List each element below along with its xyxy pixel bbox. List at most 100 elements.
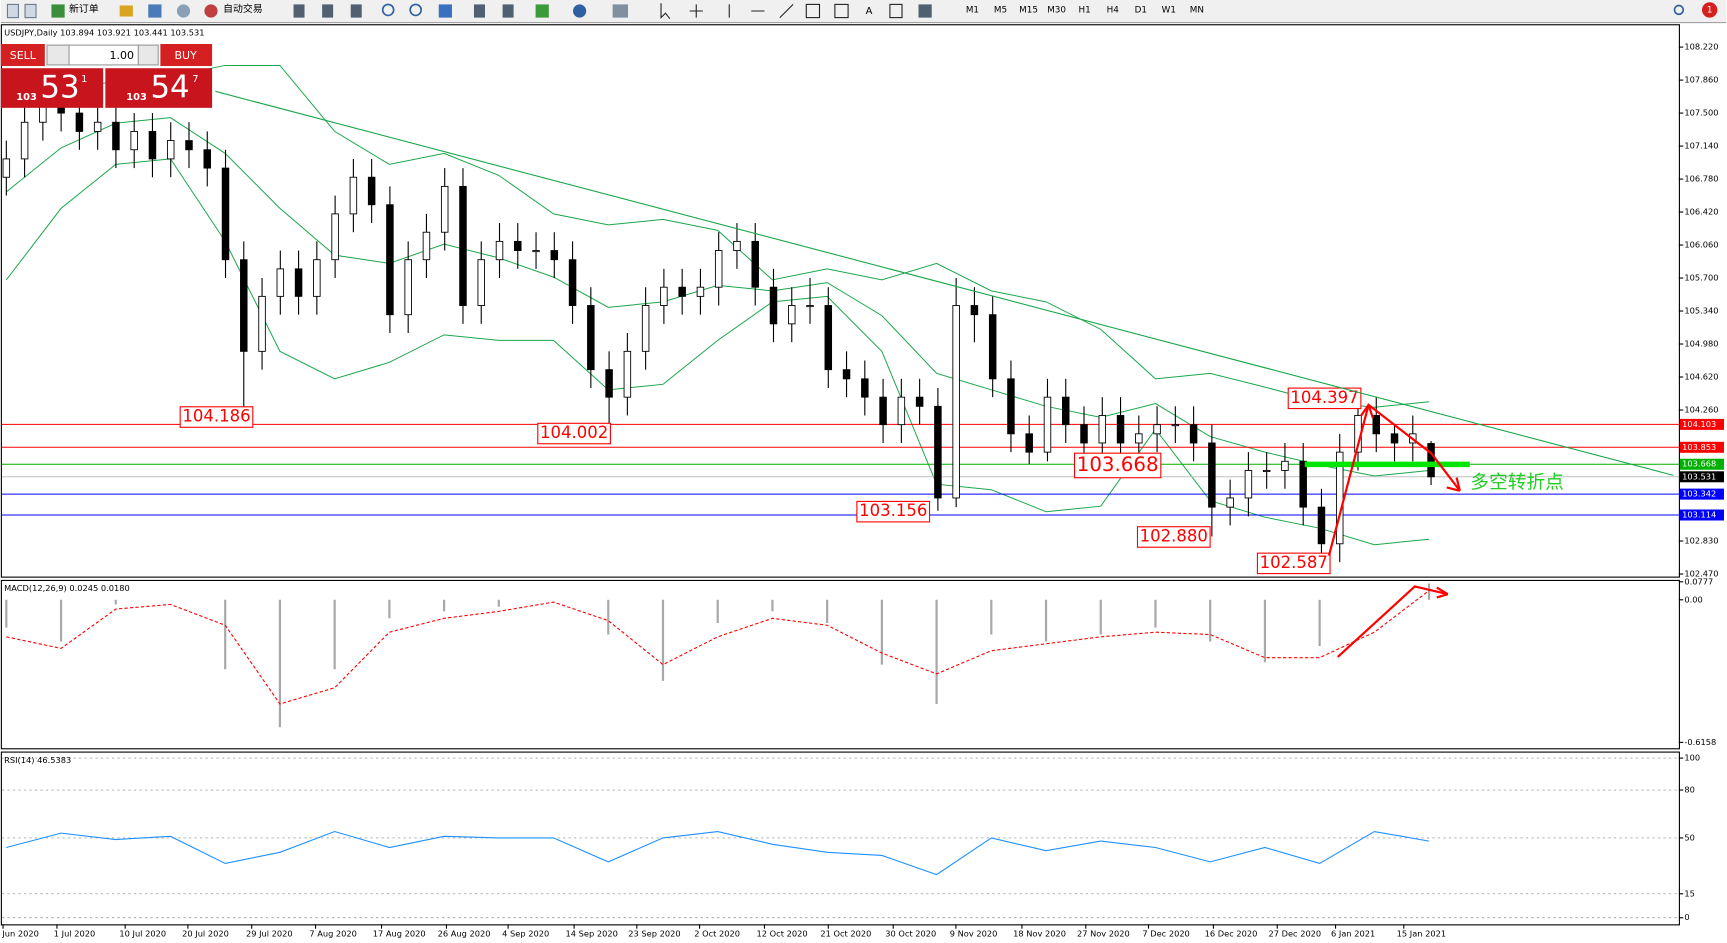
price-tag (1679, 458, 1724, 470)
icon[interactable] (728, 4, 794, 18)
x-tick-label: Jun 2020 (1, 929, 39, 939)
y-tick-label: 100 (1684, 753, 1700, 763)
icon[interactable] (176, 4, 191, 18)
timeframe-button[interactable]: H1 (1079, 5, 1091, 15)
icon[interactable] (573, 4, 587, 18)
candle-body (568, 259, 577, 306)
timeframe-button[interactable]: M30 (1047, 5, 1066, 15)
candle-body (367, 176, 376, 206)
pane-title: MACD(12,26,9) 0.0245 0.0180 (4, 583, 130, 593)
icon[interactable] (409, 3, 422, 17)
y-tick-label: 107.860 (1684, 75, 1718, 85)
annotation: 102.587 (1260, 553, 1328, 572)
icon[interactable]: A (866, 6, 873, 17)
sell-label[interactable]: SELL (10, 49, 37, 62)
x-tick-label: 9 Nov 2020 (950, 929, 998, 939)
y-tick-label: 15 (1684, 888, 1695, 898)
buy-button[interactable] (160, 44, 213, 67)
annotation: 104.002 (540, 423, 608, 442)
candle-body (331, 213, 339, 261)
bid-pip: 1 (81, 74, 87, 85)
y-tick-label: 0 (1684, 912, 1689, 922)
icon[interactable] (1673, 4, 1685, 16)
x-tick-label: 2 Oct 2020 (694, 929, 740, 939)
annotation: 多空转折点 (1470, 473, 1563, 494)
candle-body (75, 112, 84, 132)
volume-spin[interactable] (137, 44, 159, 66)
candle-body (514, 240, 522, 251)
y-tick-label: 102.830 (1684, 536, 1718, 546)
candle-body (1299, 460, 1307, 508)
candle-body (751, 240, 759, 288)
icon[interactable] (805, 3, 821, 19)
icon[interactable] (502, 4, 514, 18)
x-tick-label: 16 Dec 2020 (1205, 929, 1258, 939)
timeframe-button[interactable]: H4 (1107, 5, 1120, 15)
x-tick-label: 12 Oct 2020 (757, 929, 808, 939)
y-tick-label: 80 (1684, 785, 1695, 795)
timeframe-button[interactable]: M1 (966, 5, 979, 15)
volume[interactable]: 1.00 (109, 49, 133, 62)
timeframe-button[interactable]: M15 (1019, 5, 1038, 15)
icon[interactable] (204, 4, 218, 18)
candle-body (1281, 460, 1289, 471)
trade-panel: SELL 1.00 BUY 103 53 1 103 54 7 (0, 44, 213, 108)
x-tick-label: 20 Jul 2020 (182, 929, 229, 939)
price-tag-label: 103.668 (1682, 459, 1716, 469)
notification-badge[interactable] (1701, 2, 1718, 18)
icon[interactable] (660, 3, 671, 20)
icon[interactable] (6, 3, 19, 19)
ask-box[interactable] (105, 68, 213, 108)
sell-button[interactable] (0, 44, 45, 67)
icon[interactable] (148, 4, 162, 18)
timeframe-button[interactable]: M5 (994, 5, 1007, 15)
bid-big: 103 (16, 92, 37, 103)
toolbar-icons: A (6, 2, 1718, 20)
timeframe-button[interactable]: W1 (1162, 5, 1176, 15)
buy-label[interactable]: BUY (175, 49, 198, 62)
icon[interactable] (24, 3, 37, 19)
timeframe-button[interactable]: MN (1190, 5, 1204, 15)
icon[interactable] (293, 4, 305, 18)
volume-dropdown[interactable] (46, 44, 70, 66)
main-pane (0, 24, 1680, 578)
candle-body (1189, 424, 1198, 444)
icon[interactable] (381, 3, 395, 17)
candle-body (1080, 424, 1088, 444)
timeframe-button[interactable]: D1 (1135, 5, 1147, 15)
y-tick-label: 106.780 (1684, 174, 1718, 184)
icon[interactable] (438, 4, 452, 18)
bid-box[interactable] (0, 68, 104, 108)
x-tick-label: 7 Aug 2020 (309, 929, 357, 939)
pane-title: USDJPY,Daily 103.894 103.921 103.441 103… (4, 28, 204, 38)
timeframes: M1 M5 M15 M30 H1 H4 D1 W1 MN (966, 5, 1204, 15)
toolbar (0, 0, 1727, 23)
icon[interactable] (322, 4, 334, 18)
arrowhead (1359, 404, 1461, 492)
icon[interactable] (889, 3, 903, 19)
candle-body (313, 259, 321, 297)
candle-body (112, 121, 120, 151)
annotation: 103.668 (1077, 453, 1159, 476)
annotation: 103.156 (859, 501, 927, 520)
price-tag-label: 103.531 (1682, 471, 1716, 481)
candle-body (240, 259, 248, 352)
x-tick-label: 1 Jul 2020 (54, 929, 95, 939)
icon[interactable] (119, 5, 133, 17)
candle-body (733, 240, 741, 251)
icon[interactable] (535, 4, 549, 18)
icon[interactable] (918, 4, 932, 18)
icon[interactable] (350, 4, 362, 18)
candle-body (678, 286, 686, 297)
candle-body (842, 369, 851, 380)
y-tick-label: 104.980 (1684, 339, 1718, 349)
icon[interactable] (834, 3, 849, 19)
candle-body (148, 130, 157, 160)
icon[interactable] (612, 4, 629, 18)
toolbar-button[interactable]: 新订单 (69, 2, 99, 15)
icon[interactable] (689, 4, 703, 18)
icon[interactable] (51, 4, 65, 18)
icon[interactable] (473, 4, 485, 18)
toolbar-button[interactable]: 自动交易 (223, 2, 263, 15)
annotation: 102.880 (1140, 526, 1208, 545)
